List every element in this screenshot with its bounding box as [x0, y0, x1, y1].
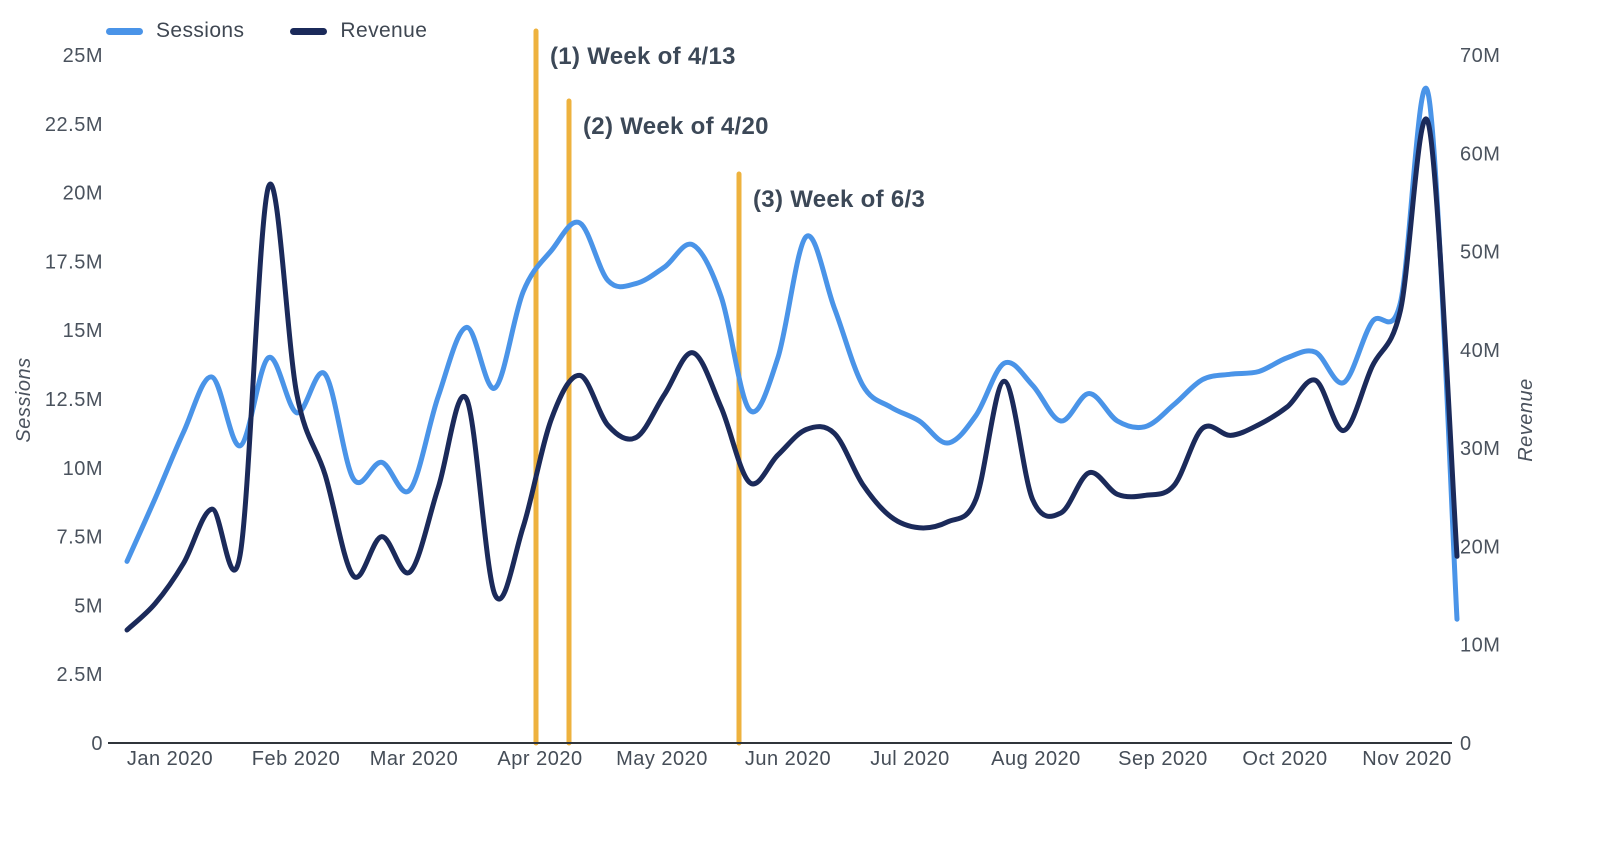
x-axis-label: Feb 2020 — [252, 748, 341, 770]
right-axis-tick: 20M — [1460, 536, 1500, 558]
annotation-label-1: (1) Week of 4/13 — [550, 43, 736, 70]
sessions-line-swatch-icon — [106, 27, 143, 35]
x-axis-label: Sep 2020 — [1118, 748, 1208, 770]
x-axis-label: Jun 2020 — [745, 748, 831, 770]
x-axis-label: Nov 2020 — [1362, 748, 1452, 770]
right-axis-tick: 50M — [1460, 242, 1500, 264]
left-axis-tick: 17.5M — [45, 251, 103, 273]
left-axis-tick: 5M — [74, 595, 103, 617]
legend-label-sessions: Sessions — [156, 19, 245, 42]
left-axis-tick: 0 — [91, 733, 103, 755]
left-axis-tick: 22.5M — [45, 114, 103, 136]
right-axis-title: Revenue — [1515, 378, 1537, 462]
revenue-line-swatch-icon — [290, 27, 328, 35]
left-axis-tick: 20M — [63, 183, 103, 205]
left-axis-tick: 12.5M — [45, 389, 103, 411]
x-axis-label: Apr 2020 — [497, 748, 582, 770]
revenue-line — [124, 116, 1460, 633]
legend-label-revenue: Revenue — [340, 19, 428, 42]
right-axis-tick: 40M — [1460, 340, 1500, 362]
x-axis-label: Jul 2020 — [870, 748, 950, 770]
left-axis-tick: 25M — [63, 45, 103, 67]
sessions-line — [124, 85, 1460, 622]
left-axis-title: Sessions — [13, 357, 35, 442]
annotation-label-3: (3) Week of 6/3 — [753, 186, 926, 213]
legend: Sessions Revenue — [106, 19, 427, 43]
x-axis-label: Jan 2020 — [127, 748, 213, 770]
x-axis-label: Mar 2020 — [370, 748, 459, 770]
right-axis-tick: 60M — [1460, 143, 1500, 165]
right-axis-tick: 10M — [1460, 635, 1500, 657]
left-axis-tick: 10M — [63, 458, 103, 480]
left-axis-tick: 7.5M — [57, 527, 103, 549]
x-axis-label: Oct 2020 — [1242, 748, 1327, 770]
x-axis-label: Aug 2020 — [991, 748, 1081, 770]
x-axis-label: May 2020 — [616, 748, 708, 770]
right-axis-tick: 0 — [1460, 733, 1472, 755]
left-axis-tick: 2.5M — [57, 664, 103, 686]
annotation-label-2: (2) Week of 4/20 — [583, 113, 769, 140]
legend-item-revenue[interactable]: Revenue — [290, 19, 427, 43]
right-axis-tick: 70M — [1460, 45, 1500, 67]
right-axis-tick: 30M — [1460, 438, 1500, 460]
left-axis-tick: 15M — [63, 320, 103, 342]
legend-item-sessions[interactable]: Sessions — [106, 19, 244, 43]
